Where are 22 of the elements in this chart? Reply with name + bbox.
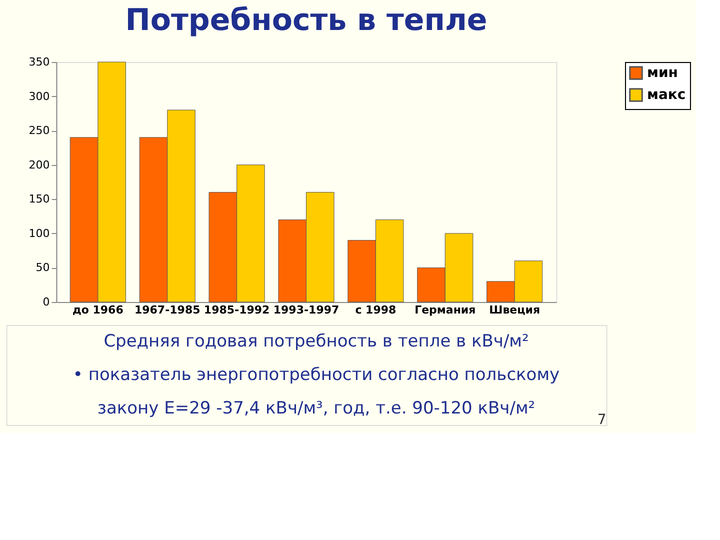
y-tick-label: 0 bbox=[42, 296, 50, 308]
y-tick-label: 350 bbox=[28, 56, 50, 68]
x-tick-label: 1985-1992 bbox=[204, 304, 270, 316]
chart-title: Потребность в тепле bbox=[125, 3, 488, 38]
x-tick-label: 1967-1985 bbox=[134, 304, 200, 316]
x-tick-label: с 1998 bbox=[355, 304, 396, 316]
y-tick-label: 250 bbox=[28, 124, 50, 138]
y-tick-label: 200 bbox=[28, 158, 50, 172]
legend-label: макс bbox=[647, 87, 686, 103]
text: Средняя годовая потребность в тепле в кВч/м² bbox=[104, 332, 529, 352]
y-tick-label: 150 bbox=[28, 192, 50, 206]
y-tick-label: 50 bbox=[36, 261, 50, 274]
legend-label: мин bbox=[647, 65, 678, 81]
text: • показатель энергопотребности согласно польскому bbox=[72, 365, 560, 385]
x-tick-label: до 1966 bbox=[72, 304, 124, 316]
x-tick-label: 1993-1997 bbox=[273, 304, 340, 316]
text: закону E=29 -37,4 кВч/м³, год, т.е. 90-120 кВч/м² bbox=[97, 398, 536, 418]
x-tick-label: Швеция bbox=[489, 304, 540, 316]
y-tick-label: 100 bbox=[28, 226, 50, 240]
x-tick-label: Германия bbox=[414, 304, 476, 316]
text: 7 bbox=[597, 412, 606, 428]
y-tick-label: 300 bbox=[28, 90, 50, 103]
